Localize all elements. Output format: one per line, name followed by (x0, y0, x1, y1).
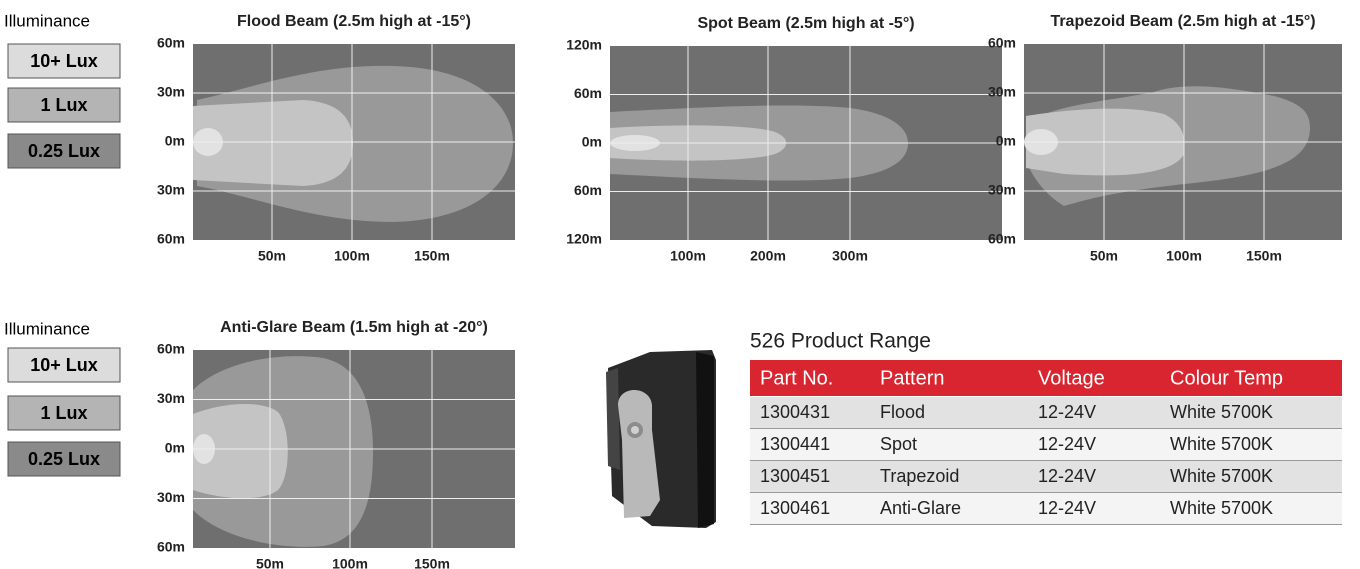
y-tick-label: 60m (574, 85, 602, 101)
beam-diagram: Spot Beam (2.5m high at -5°) 120m 60m 0m 60m… (566, 15, 1002, 264)
beam-diagram: Trapezoid Beam (2.5m high at -15°) 60m 30m… (988, 13, 1342, 264)
y-tick-label: 30m (157, 84, 185, 100)
legend-label: 0.25 Lux (28, 449, 100, 469)
table-header-cell: Colour Temp (1170, 367, 1283, 389)
legend-label: 1 Lux (40, 403, 87, 423)
beam-title: Anti-Glare Beam (1.5m high at -20°) (220, 319, 488, 336)
y-tick-label: 60m (988, 231, 1016, 247)
beam-1-lux (193, 100, 353, 186)
y-tick-label: 60m (157, 231, 185, 247)
y-tick-label: 60m (157, 341, 185, 357)
x-tick-label: 50m (258, 248, 286, 264)
table-cell: 1300431 (760, 402, 830, 422)
y-tick-label: 0m (165, 440, 185, 456)
table-header-cell: Pattern (880, 367, 944, 389)
beam-1-lux (193, 403, 288, 499)
y-tick-label: 30m (157, 182, 185, 198)
x-tick-label: 100m (332, 556, 368, 569)
y-tick-label: 30m (988, 182, 1016, 198)
x-tick-label: 100m (670, 248, 706, 264)
table-cell: 12-24V (1038, 434, 1096, 454)
table-cell: 12-24V (1038, 498, 1096, 518)
legend-label: 10+ Lux (30, 355, 98, 375)
table-cell: Anti-Glare (880, 498, 961, 518)
legend-title: Illuminance (4, 11, 90, 30)
legend-label: 0.25 Lux (28, 141, 100, 161)
x-tick-label: 50m (1090, 248, 1118, 264)
y-tick-label: 60m (574, 182, 602, 198)
beam-title: Trapezoid Beam (2.5m high at -15°) (1050, 13, 1315, 30)
table-row (750, 397, 1342, 428)
table-header-cell: Part No. (760, 367, 833, 389)
x-tick-label: 150m (414, 248, 450, 264)
table-title: 526 Product Range (750, 330, 931, 353)
legend-title: Illuminance (4, 319, 90, 338)
y-tick-label: 0m (582, 134, 602, 150)
x-tick-label: 100m (1166, 248, 1202, 264)
y-tick-label: 60m (157, 35, 185, 51)
table-cell: 1300441 (760, 434, 830, 454)
x-tick-label: 200m (750, 248, 786, 264)
x-tick-label: 300m (832, 248, 868, 264)
table-header-cell: Voltage (1038, 367, 1105, 389)
y-tick-label: 120m (566, 37, 602, 53)
table-cell: 12-24V (1038, 402, 1096, 422)
table-row (750, 429, 1342, 460)
legend-swatch (7, 441, 121, 477)
table-row (750, 461, 1342, 492)
beam-title: Flood Beam (2.5m high at -15°) (237, 13, 471, 30)
y-tick-label: 0m (165, 133, 185, 149)
legend-swatch (7, 87, 121, 123)
table-cell: Trapezoid (880, 466, 959, 486)
table-cell: Spot (880, 434, 917, 454)
table-cell: 1300451 (760, 466, 830, 486)
legend-swatch (7, 347, 121, 383)
table-cell: 12-24V (1038, 466, 1096, 486)
beam-title: Spot Beam (2.5m high at -5°) (697, 15, 914, 32)
table-cell: 1300461 (760, 498, 830, 518)
table-cell: White 5700K (1170, 498, 1273, 518)
beam-diagram: Flood Beam (2.5m high at -15°) 60m 30m 0m 30… (157, 13, 515, 264)
legend-label: 1 Lux (40, 95, 87, 115)
y-tick-label: 30m (988, 84, 1016, 100)
table-cell: White 5700K (1170, 434, 1273, 454)
legend-swatch (7, 43, 121, 79)
x-tick-label: 150m (1246, 248, 1282, 264)
legend-label: 10+ Lux (30, 51, 98, 71)
y-tick-label: 60m (988, 35, 1016, 51)
y-tick-label: 120m (566, 231, 602, 247)
table-header-bar (750, 360, 1342, 396)
x-tick-label: 50m (256, 556, 284, 569)
legend-swatch (7, 395, 121, 431)
table-cell: White 5700K (1170, 466, 1273, 486)
product-image (606, 350, 716, 528)
y-tick-label: 30m (157, 390, 185, 406)
beam-diagram: Anti-Glare Beam (1.5m high at -20°) 60m 30… (157, 319, 515, 569)
table-cell: Flood (880, 402, 925, 422)
table-cell: White 5700K (1170, 402, 1273, 422)
y-tick-label: 0m (996, 133, 1016, 149)
x-tick-label: 150m (414, 556, 450, 569)
legend-swatch (7, 133, 121, 169)
y-tick-label: 60m (157, 539, 185, 555)
y-tick-label: 30m (157, 489, 185, 505)
x-tick-label: 100m (334, 248, 370, 264)
table-row (750, 493, 1342, 524)
